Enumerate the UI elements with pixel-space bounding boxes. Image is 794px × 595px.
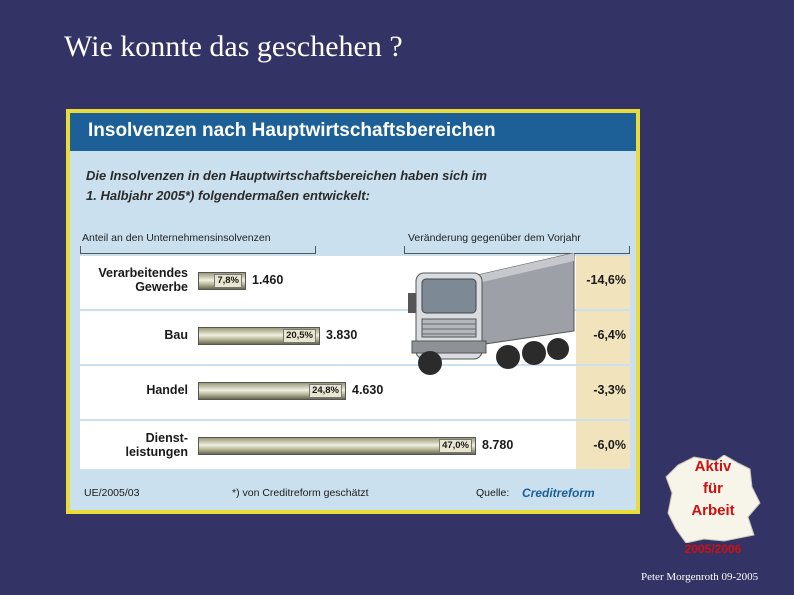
share-bar: 47,0% — [198, 437, 476, 455]
share-label: 20,5% — [283, 329, 316, 343]
left-header-bracket — [80, 246, 316, 254]
share-label: 24,8% — [309, 384, 342, 398]
aktiv-fuer-arbeit-logo: Aktiv für Arbeit 2005/2006 — [664, 455, 762, 557]
chart-frame: Insolvenzen nach Hauptwirtschaftsbereich… — [66, 109, 640, 514]
slide-title: Wie konnte das geschehen ? — [64, 30, 403, 63]
category-label: Handel — [82, 383, 188, 397]
count-label: 8.780 — [482, 438, 514, 452]
count-label: 1.460 — [252, 273, 284, 287]
count-label: 4.630 — [352, 383, 384, 397]
right-header-bracket — [404, 246, 630, 254]
row-divider — [80, 309, 630, 311]
footer-code: UE/2005/03 — [84, 487, 140, 499]
source-label: Quelle: — [476, 487, 510, 499]
share-bar: 20,5% — [198, 327, 320, 345]
logo-line-2: für — [703, 480, 723, 497]
footnote: *) von Creditreform geschätzt — [232, 487, 369, 499]
category-label-line-1: Verarbeitendes — [98, 266, 188, 280]
category-label-line-1: Dienst- — [145, 431, 188, 445]
chart-header: Insolvenzen nach Hauptwirtschaftsbereich… — [70, 113, 636, 151]
change-label: -6,0% — [593, 438, 626, 452]
share-bar: 7,8% — [198, 272, 246, 290]
logo-line-1: Aktiv — [694, 458, 732, 475]
logo-year: 2005/2006 — [684, 542, 742, 556]
change-label: -6,4% — [593, 328, 626, 342]
chart-subtitle-line-2: 1. Halbjahr 2005*) folgendermaßen entwic… — [86, 188, 370, 203]
category-label: Dienst-leistungen — [82, 431, 188, 459]
share-bar: 24,8% — [198, 382, 346, 400]
row-divider — [80, 364, 630, 366]
source-logo: Creditreform — [522, 486, 595, 500]
chart-subtitle-line-1: Die Insolvenzen in den Hauptwirtschaftsb… — [86, 168, 487, 183]
row-divider — [80, 419, 630, 421]
category-label: Verarbeitendes Gewerbe — [82, 266, 188, 294]
chart-title: Insolvenzen nach Hauptwirtschaftsbereich… — [88, 120, 496, 141]
count-label: 3.830 — [326, 328, 358, 342]
share-label: 47,0% — [439, 439, 472, 453]
category-label-line-1: Handel — [146, 383, 188, 397]
category-label-line-1: Bau — [164, 328, 188, 342]
chart-subtitle: Die Insolvenzen in den Hauptwirtschaftsb… — [86, 166, 546, 206]
chart-panel: Insolvenzen nach Hauptwirtschaftsbereich… — [70, 113, 636, 510]
germany-map-icon — [665, 455, 761, 543]
change-column — [576, 256, 630, 469]
share-label: 7,8% — [214, 274, 242, 288]
category-label-line-2: Gewerbe — [135, 280, 188, 294]
category-label: Bau — [82, 328, 188, 342]
left-column-header: Anteil an den Unternehmensinsolvenzen — [82, 232, 271, 244]
truck-illustration — [408, 253, 575, 375]
logo-line-3: Arbeit — [691, 502, 735, 519]
right-column-header: Veränderung gegenüber dem Vorjahr — [408, 232, 581, 244]
change-label: -3,3% — [593, 383, 626, 397]
category-label-line-2: leistungen — [125, 445, 188, 459]
change-label: -14,6% — [586, 273, 626, 287]
author-credit: Peter Morgenroth 09-2005 — [641, 571, 759, 583]
